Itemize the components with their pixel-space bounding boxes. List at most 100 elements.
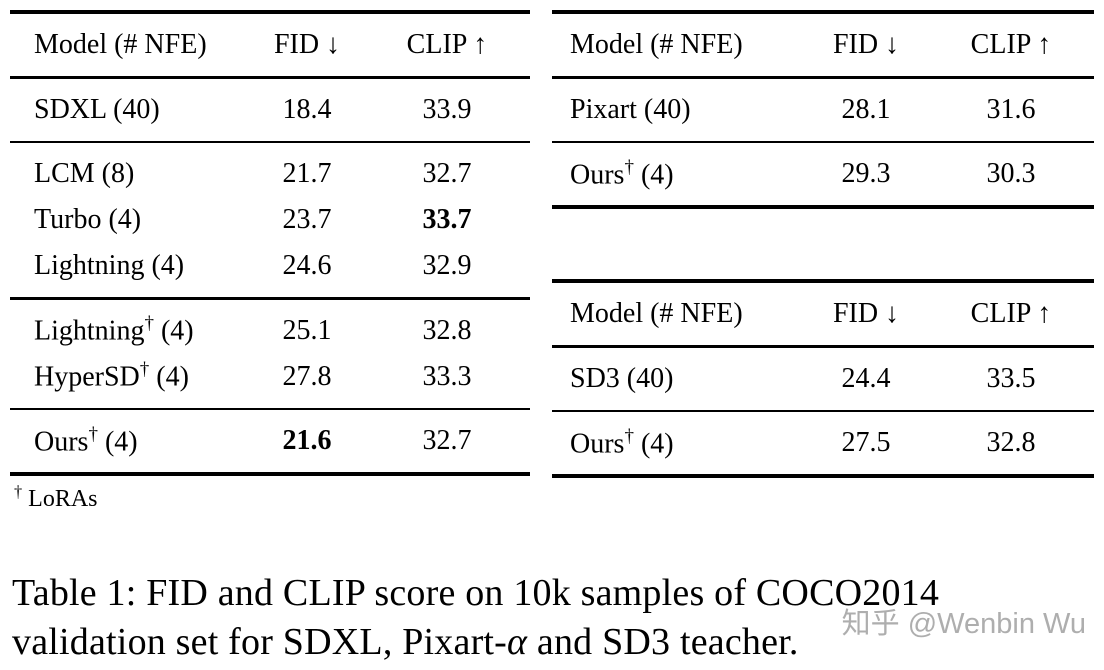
model-cell: Pixart (40) xyxy=(570,94,796,126)
table-rule xyxy=(10,297,530,300)
clip-cell: 33.7 xyxy=(422,204,472,235)
table-rule-bottom xyxy=(552,474,1094,478)
clip-cell: 33.5 xyxy=(986,362,1036,394)
group-ours: Ours† (4) 29.3 30.3 xyxy=(552,143,1094,205)
model-cell: HyperSD† (4) xyxy=(34,359,242,393)
table-row-ours: Ours† (4) 21.6 32.7 xyxy=(10,418,530,464)
model-name: Lightning xyxy=(34,315,145,347)
group-teacher: Pixart (40) 28.1 31.6 xyxy=(552,79,1094,141)
header-group: Model (# NFE) FID ↓ CLIP ↑ xyxy=(552,283,1094,345)
table-row-hypersd: HyperSD† (4) 27.8 33.3 xyxy=(10,354,530,400)
caption-line-1: Table 1: FID and CLIP score on 10k sampl… xyxy=(12,572,940,614)
table-rule-bottom xyxy=(10,472,530,476)
model-name: HyperSD xyxy=(34,361,140,393)
alpha-symbol: α xyxy=(507,620,528,663)
table-rule-top xyxy=(552,279,1094,283)
header-model: Model (# NFE) xyxy=(34,29,207,60)
model-name: Ours xyxy=(34,426,89,458)
group-ours: Ours† (4) 27.5 32.8 xyxy=(552,412,1094,474)
table-rule-top xyxy=(552,10,1094,14)
clip-cell: 32.7 xyxy=(422,425,472,456)
fid-cell: 29.3 xyxy=(841,158,891,189)
caption-text: validation set for SDXL, Pixart- xyxy=(12,620,508,663)
table-rule xyxy=(10,140,530,143)
tables-row: Model (# NFE) FID ↓ CLIP ↑ SDXL (40) 18.… xyxy=(10,10,1094,513)
table-rule xyxy=(552,345,1094,348)
header-clip: CLIP ↑ xyxy=(406,29,488,60)
table-rule xyxy=(552,409,1094,412)
clip-cell: 31.6 xyxy=(986,93,1036,125)
table-rule-bottom xyxy=(552,205,1094,209)
fid-cell: 21.7 xyxy=(282,158,332,189)
table-row-sdxl: SDXL (40) 18.4 33.9 xyxy=(10,87,530,133)
header-fid: FID ↓ xyxy=(273,29,341,60)
header-row: Model (# NFE) FID ↓ CLIP ↑ xyxy=(552,22,1094,68)
caption-line-2: validation set for SDXL, Pixart-α and SD… xyxy=(12,618,1094,667)
header-fid: FID ↓ xyxy=(832,298,900,329)
model-nfe: (4) xyxy=(153,315,194,347)
group-teacher: SDXL (40) 18.4 33.9 xyxy=(10,79,530,141)
clip-cell: 33.3 xyxy=(422,360,472,392)
dagger-mark: † xyxy=(144,313,154,335)
model-cell: Ours† (4) xyxy=(570,426,796,460)
table-pixart: Model (# NFE) FID ↓ CLIP ↑ Pixart (40) 2… xyxy=(552,10,1094,209)
model-cell: Turbo (4) xyxy=(34,204,242,236)
header-clip: CLIP ↑ xyxy=(970,29,1052,60)
model-name: Ours xyxy=(570,428,625,460)
table-rule xyxy=(10,407,530,410)
table-sdxl: Model (# NFE) FID ↓ CLIP ↑ SDXL (40) 18.… xyxy=(10,10,530,513)
model-cell: Ours† (4) xyxy=(34,424,242,458)
table-row-lcm: LCM (8) 21.7 32.7 xyxy=(10,151,530,197)
fid-cell: 21.6 xyxy=(282,425,332,456)
table-row-sd3: SD3 (40) 24.4 33.5 xyxy=(552,356,1094,402)
clip-cell: 32.8 xyxy=(422,314,472,346)
model-cell: Lightning (4) xyxy=(34,250,242,282)
model-nfe: (4) xyxy=(633,428,674,460)
right-column: Model (# NFE) FID ↓ CLIP ↑ Pixart (40) 2… xyxy=(552,10,1094,478)
clip-cell: 32.8 xyxy=(986,427,1036,458)
dagger-mark: † xyxy=(88,423,98,445)
fid-cell: 27.5 xyxy=(841,427,891,458)
model-nfe: (4) xyxy=(97,426,138,458)
model-name: Pixart (40) xyxy=(570,93,691,125)
model-cell: Lightning† (4) xyxy=(34,313,242,347)
model-name: Turbo (4) xyxy=(34,204,142,235)
fid-cell: 25.1 xyxy=(282,314,332,346)
fid-cell: 24.6 xyxy=(282,250,332,281)
dagger-mark: † xyxy=(624,425,634,447)
model-name: SD3 (40) xyxy=(570,362,674,394)
model-nfe: (4) xyxy=(633,159,674,191)
model-cell: Ours† (4) xyxy=(570,157,796,191)
fid-cell: 27.8 xyxy=(282,360,332,392)
model-cell: LCM (8) xyxy=(34,158,242,190)
dagger-mark: † xyxy=(139,359,150,381)
header-model: Model (# NFE) xyxy=(570,298,743,329)
fid-cell: 23.7 xyxy=(282,204,332,235)
clip-cell: 30.3 xyxy=(986,158,1036,189)
fid-cell: 18.4 xyxy=(282,93,332,125)
dagger-mark: † xyxy=(624,156,634,178)
table-row-pixart: Pixart (40) 28.1 31.6 xyxy=(552,87,1094,133)
table-row-ours: Ours† (4) 29.3 30.3 xyxy=(552,151,1094,197)
table-row-lightning-lora: Lightning† (4) 25.1 32.8 xyxy=(10,308,530,354)
table-caption: Table 1: FID and CLIP score on 10k sampl… xyxy=(10,569,1094,666)
model-name: SDXL (40) xyxy=(34,93,160,125)
table-row-turbo: Turbo (4) 23.7 33.7 xyxy=(10,197,530,243)
header-group: Model (# NFE) FID ↓ CLIP ↑ xyxy=(552,14,1094,76)
table-sd3: Model (# NFE) FID ↓ CLIP ↑ SD3 (40) 24.4… xyxy=(552,279,1094,478)
table-footnote: † LoRAs xyxy=(10,482,530,513)
model-name: Lightning (4) xyxy=(34,250,185,281)
header-fid: FID ↓ xyxy=(832,29,900,60)
dagger-mark: † xyxy=(14,482,23,501)
model-cell: SD3 (40) xyxy=(570,363,796,395)
header-group: Model (# NFE) FID ↓ CLIP ↑ xyxy=(10,14,530,76)
group-teacher: SD3 (40) 24.4 33.5 xyxy=(552,348,1094,410)
table-rule xyxy=(552,140,1094,143)
model-name: LCM (8) xyxy=(34,158,135,189)
header-row: Model (# NFE) FID ↓ CLIP ↑ xyxy=(10,22,530,68)
group-lora-baselines: Lightning† (4) 25.1 32.8 HyperSD† (4) 27… xyxy=(10,300,530,408)
header-model: Model (# NFE) xyxy=(570,29,743,60)
model-nfe: (4) xyxy=(149,361,189,393)
model-name: Ours xyxy=(570,159,625,191)
